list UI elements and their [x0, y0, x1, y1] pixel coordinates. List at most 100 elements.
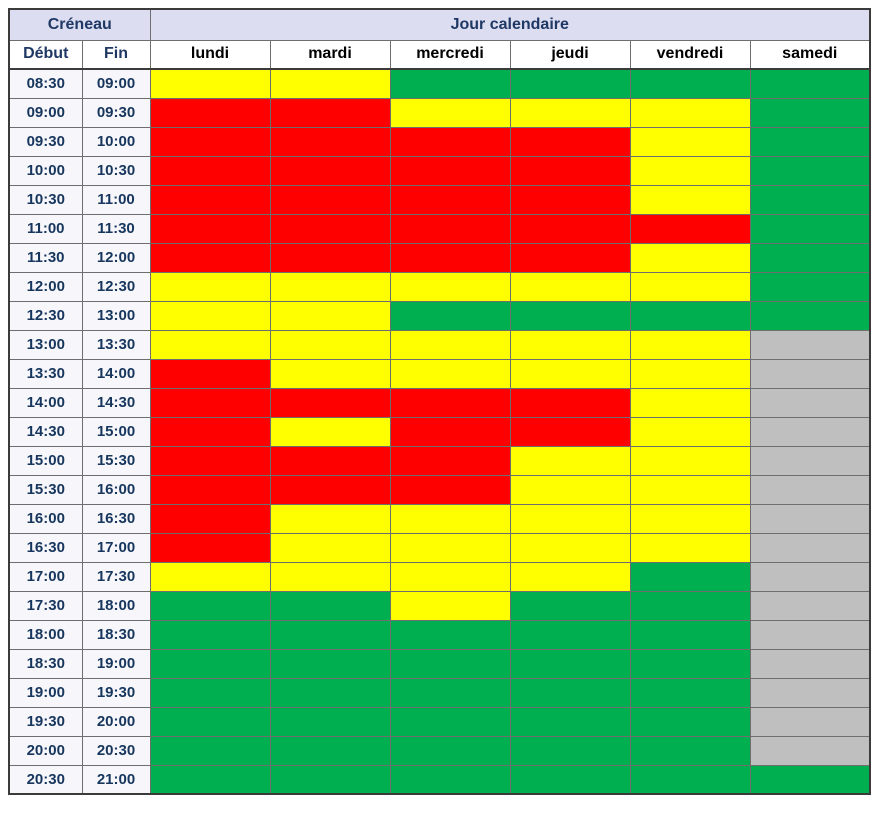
slot-jeudi-15:30: [509, 474, 631, 505]
slot-vendredi-20:00: [629, 735, 751, 766]
debut-time: 13:00: [8, 329, 83, 360]
slot-lundi-17:00: [149, 561, 271, 592]
slot-vendredi-14:00: [629, 387, 751, 418]
slot-samedi-10:00: [749, 155, 871, 186]
time-slot-row: 19:30 20:00: [8, 706, 871, 737]
slot-mardi-16:30: [269, 532, 391, 563]
slot-mardi-17:30: [269, 590, 391, 621]
fin-time: 16:30: [81, 503, 151, 534]
slot-lundi-12:30: [149, 300, 271, 331]
time-slot-row: 09:00 09:30: [8, 97, 871, 128]
debut-time: 12:30: [8, 300, 83, 331]
time-slot-row: 12:30 13:00: [8, 300, 871, 331]
time-slot-row: 19:00 19:30: [8, 677, 871, 708]
slot-lundi-09:00: [149, 97, 271, 128]
time-slot-row: 18:00 18:30: [8, 619, 871, 650]
slot-samedi-09:00: [749, 97, 871, 128]
slot-samedi-19:30: [749, 706, 871, 737]
time-slot-row: 14:30 15:00: [8, 416, 871, 447]
slot-jeudi-18:00: [509, 619, 631, 650]
slot-samedi-14:00: [749, 387, 871, 418]
fin-time: 09:00: [81, 68, 151, 99]
slot-lundi-20:00: [149, 735, 271, 766]
slot-jeudi-14:30: [509, 416, 631, 447]
slot-mardi-13:30: [269, 358, 391, 389]
debut-time: 19:30: [8, 706, 83, 737]
slot-jeudi-11:30: [509, 242, 631, 273]
fin-time: 13:30: [81, 329, 151, 360]
fin-time: 11:30: [81, 213, 151, 244]
slot-vendredi-18:30: [629, 648, 751, 679]
slot-jeudi-16:00: [509, 503, 631, 534]
slot-samedi-19:00: [749, 677, 871, 708]
slot-samedi-17:30: [749, 590, 871, 621]
debut-column-header: Début: [8, 39, 83, 70]
fin-time: 17:00: [81, 532, 151, 563]
fin-time: 18:30: [81, 619, 151, 650]
slot-samedi-16:30: [749, 532, 871, 563]
slot-lundi-16:00: [149, 503, 271, 534]
slot-mardi-14:30: [269, 416, 391, 447]
slot-samedi-08:30: [749, 68, 871, 99]
debut-time: 10:30: [8, 184, 83, 215]
time-slot-row: 12:00 12:30: [8, 271, 871, 302]
slot-samedi-11:30: [749, 242, 871, 273]
fin-time: 11:00: [81, 184, 151, 215]
slot-mercredi-09:00: [389, 97, 511, 128]
column-header-row: Début Fin lundi mardi mercredi jeudi vendred…: [8, 39, 871, 70]
slot-lundi-17:30: [149, 590, 271, 621]
time-slot-row: 09:30 10:00: [8, 126, 871, 157]
debut-time: 10:00: [8, 155, 83, 186]
slot-jeudi-13:00: [509, 329, 631, 360]
fin-column-header: Fin: [81, 39, 151, 70]
slot-jeudi-18:30: [509, 648, 631, 679]
fin-time: 09:30: [81, 97, 151, 128]
slot-mardi-09:00: [269, 97, 391, 128]
fin-time: 15:30: [81, 445, 151, 476]
slot-vendredi-11:00: [629, 213, 751, 244]
slot-samedi-15:30: [749, 474, 871, 505]
slot-mardi-17:00: [269, 561, 391, 592]
slot-lundi-08:30: [149, 68, 271, 99]
slot-mercredi-09:30: [389, 126, 511, 157]
slot-lundi-11:00: [149, 213, 271, 244]
slot-vendredi-15:30: [629, 474, 751, 505]
slot-vendredi-12:00: [629, 271, 751, 302]
fin-time: 15:00: [81, 416, 151, 447]
time-slot-row: 17:00 17:30: [8, 561, 871, 592]
day-header-mercredi: mercredi: [389, 39, 511, 70]
slot-lundi-12:00: [149, 271, 271, 302]
slot-jeudi-13:30: [509, 358, 631, 389]
slot-mercredi-08:30: [389, 68, 511, 99]
slot-lundi-10:00: [149, 155, 271, 186]
day-header-jeudi: jeudi: [509, 39, 631, 70]
slot-mercredi-14:30: [389, 416, 511, 447]
slot-jeudi-20:00: [509, 735, 631, 766]
time-slot-row: 16:30 17:00: [8, 532, 871, 563]
debut-time: 13:30: [8, 358, 83, 389]
day-header-vendredi: vendredi: [629, 39, 751, 70]
slot-jeudi-12:00: [509, 271, 631, 302]
fin-time: 10:30: [81, 155, 151, 186]
slot-samedi-20:30: [749, 764, 871, 795]
fin-time: 21:00: [81, 764, 151, 795]
slot-samedi-15:00: [749, 445, 871, 476]
fin-time: 19:30: [81, 677, 151, 708]
slot-mardi-10:00: [269, 155, 391, 186]
fin-time: 12:00: [81, 242, 151, 273]
slot-samedi-13:00: [749, 329, 871, 360]
slot-mercredi-11:30: [389, 242, 511, 273]
debut-time: 11:30: [8, 242, 83, 273]
slot-mardi-13:00: [269, 329, 391, 360]
creneau-group-header: Créneau: [8, 8, 151, 41]
debut-time: 11:00: [8, 213, 83, 244]
slot-samedi-20:00: [749, 735, 871, 766]
time-slot-row: 18:30 19:00: [8, 648, 871, 679]
time-slot-row: 11:00 11:30: [8, 213, 871, 244]
debut-time: 16:00: [8, 503, 83, 534]
debut-time: 20:00: [8, 735, 83, 766]
slot-jeudi-10:30: [509, 184, 631, 215]
debut-time: 08:30: [8, 68, 83, 99]
slot-samedi-17:00: [749, 561, 871, 592]
slot-lundi-14:30: [149, 416, 271, 447]
